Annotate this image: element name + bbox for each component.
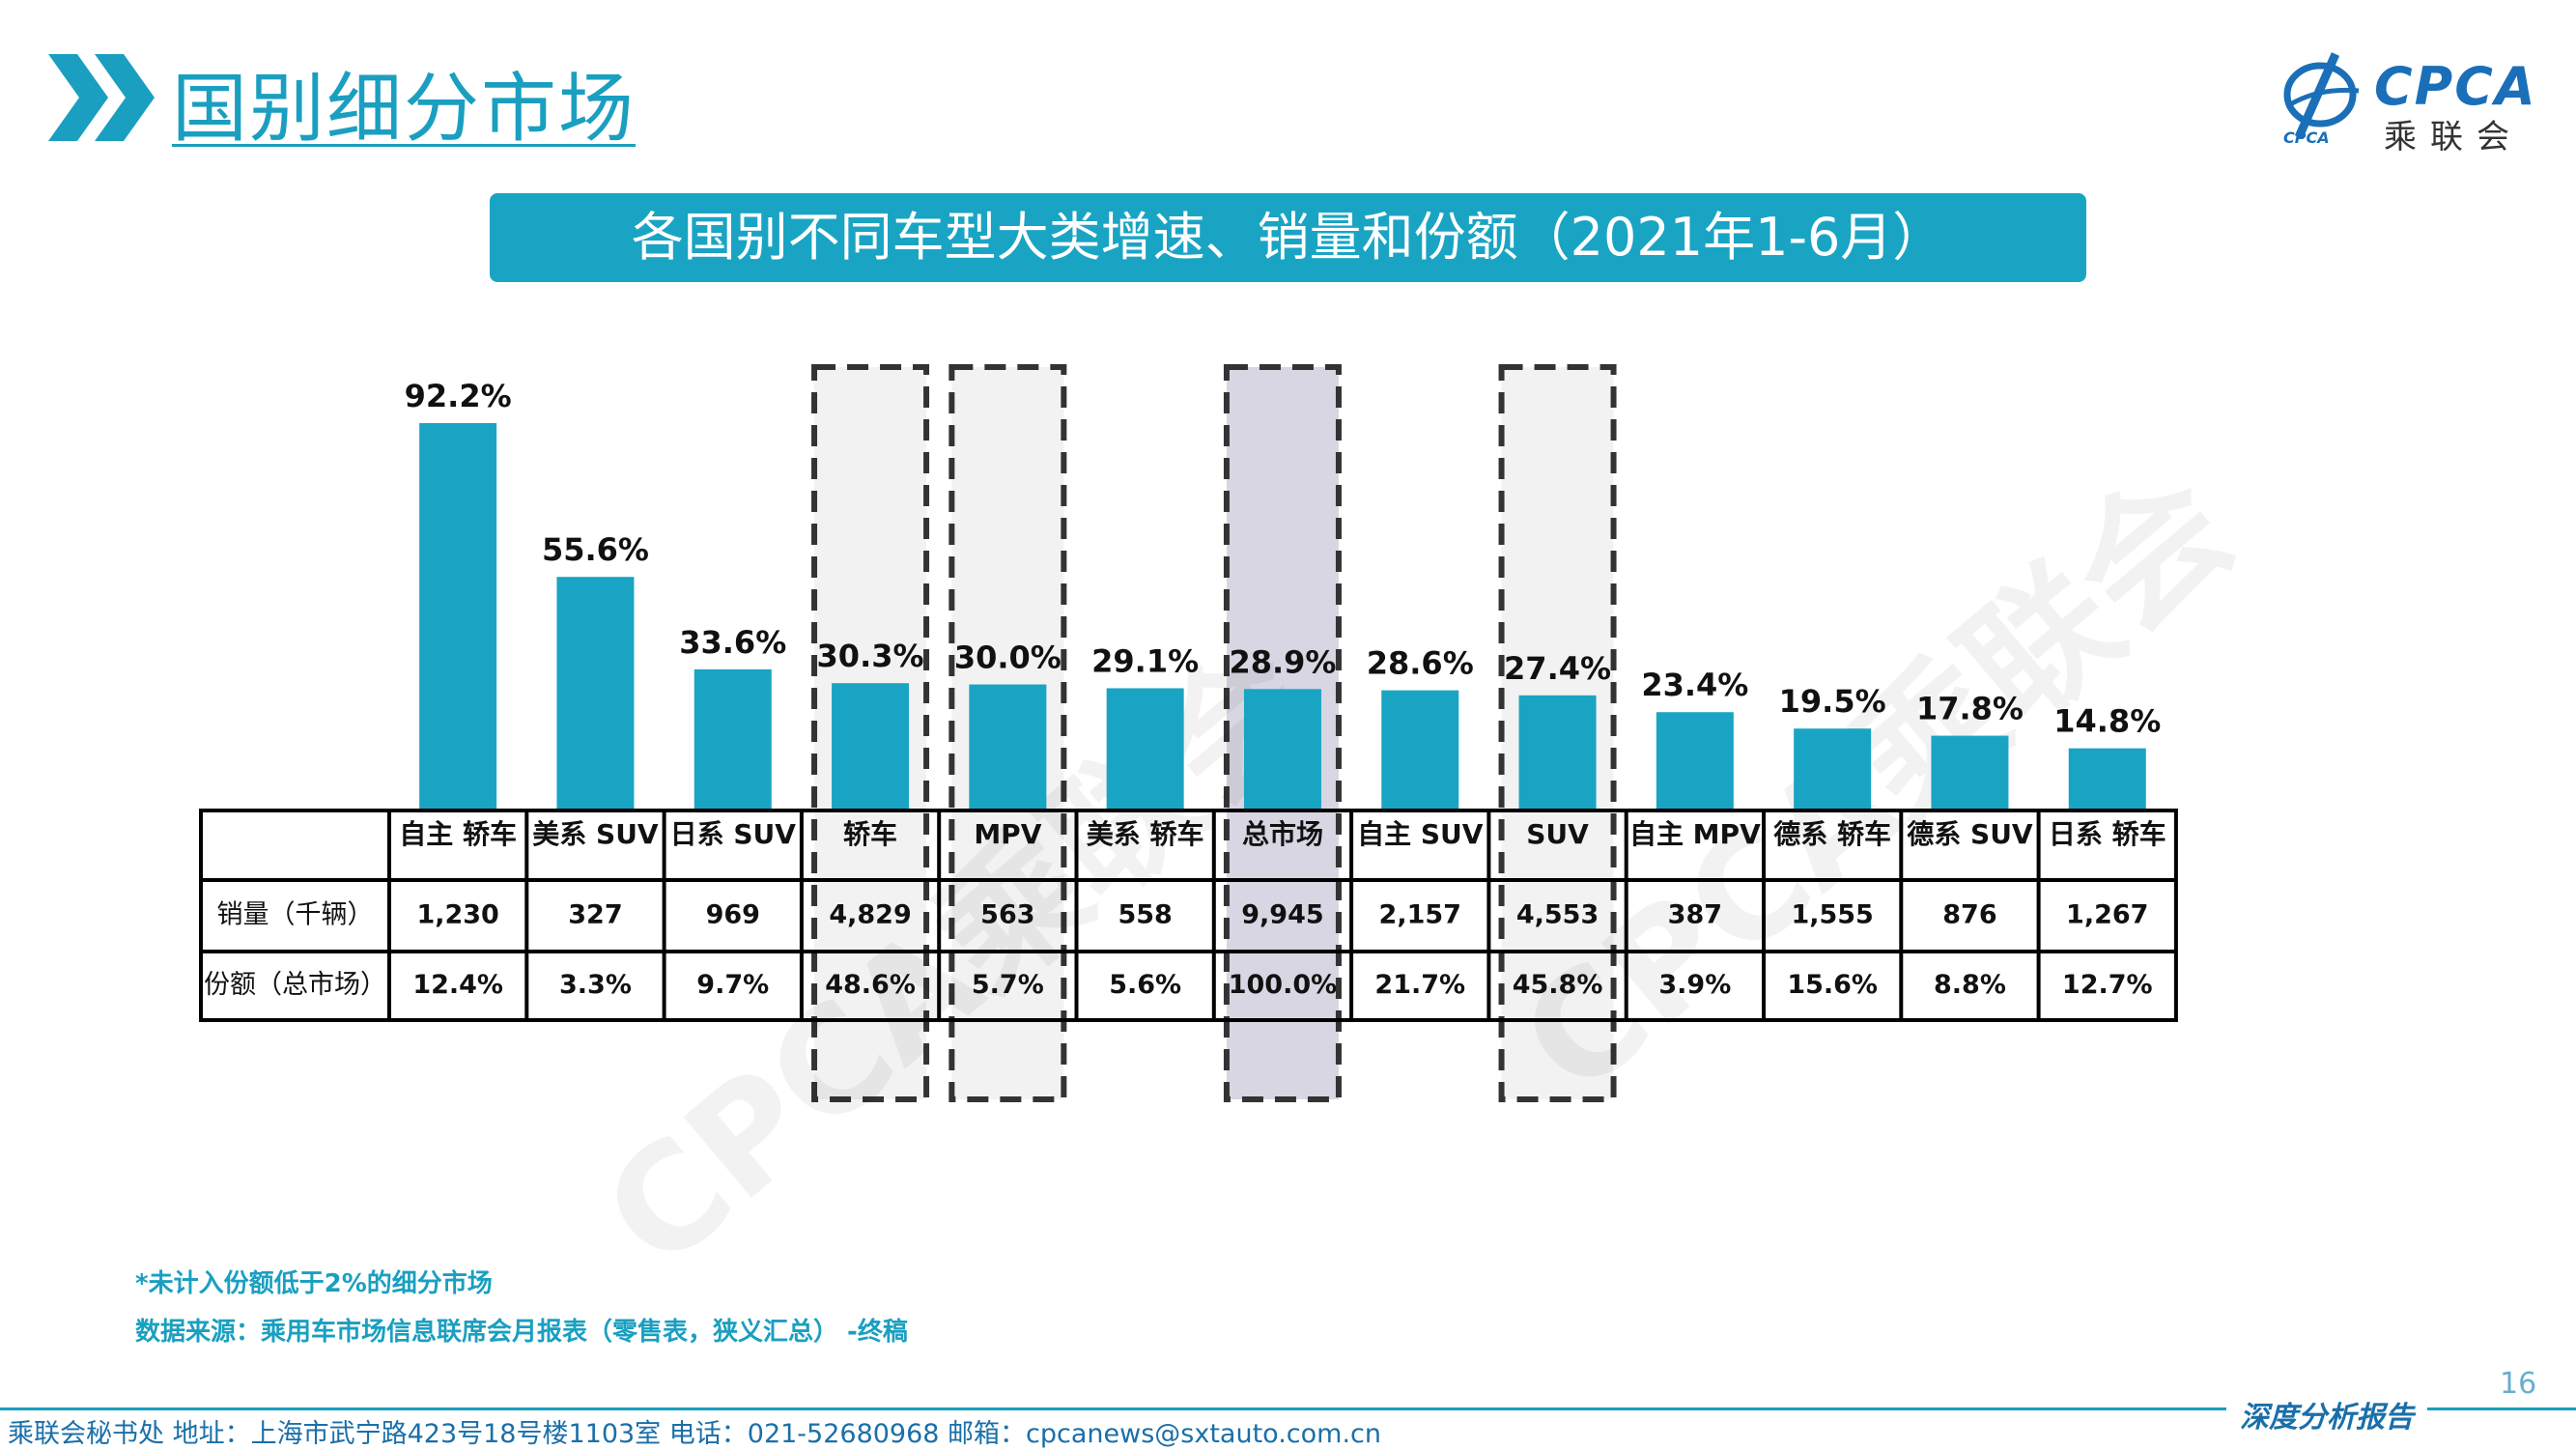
bar xyxy=(694,668,772,810)
category-label: 自主 MPV xyxy=(1629,818,1761,850)
category-label: 美系 SUV xyxy=(532,818,659,850)
bar xyxy=(419,423,497,810)
table-cell: 12.4% xyxy=(412,970,503,1000)
table-cell: 15.6% xyxy=(1787,970,1878,1000)
data-label: 14.8% xyxy=(2053,703,2161,740)
table-cell: 563 xyxy=(980,900,1034,930)
table-cell: 1,267 xyxy=(2066,900,2148,930)
table-cell: 21.7% xyxy=(1374,970,1465,1000)
category-label: 德系 SUV xyxy=(1907,818,2033,850)
table-row-label: 份额（总市场） xyxy=(204,970,386,1000)
bar xyxy=(1381,690,1459,810)
category-label: 自主 轿车 xyxy=(399,818,517,850)
table-cell: 4,829 xyxy=(829,900,911,930)
table-cell: 45.8% xyxy=(1513,970,1603,1000)
table-cell: 1,230 xyxy=(416,900,498,930)
bar xyxy=(1106,688,1184,810)
data-label: 23.4% xyxy=(1641,667,1748,703)
table-cell: 876 xyxy=(1942,900,1996,930)
header-chevron-icon xyxy=(48,54,155,141)
category-label: 总市场 xyxy=(1242,818,1323,850)
footer-contact: 乘联会秘书处 地址：上海市武宁路423号18号楼1103室 电话：021-526… xyxy=(8,1419,1382,1449)
table-cell: 48.6% xyxy=(825,970,916,1000)
category-label: 自主 SUV xyxy=(1357,818,1484,850)
table-cell: 558 xyxy=(1118,900,1172,930)
page-number: 16 xyxy=(2500,1367,2537,1401)
bar xyxy=(1794,728,1872,810)
data-label: 28.6% xyxy=(1367,645,1474,682)
data-label: 92.2% xyxy=(405,378,512,414)
table-cell: 1,555 xyxy=(1791,900,1873,930)
table-cell: 9.7% xyxy=(696,970,769,1000)
table-cell: 8.8% xyxy=(1934,970,2006,1000)
bar xyxy=(969,684,1047,810)
table-cell: 387 xyxy=(1668,900,1722,930)
footer-divider xyxy=(0,1407,2576,1410)
data-label: 17.8% xyxy=(1916,691,2024,727)
bar xyxy=(556,577,635,810)
bar xyxy=(1243,689,1321,810)
table-cell: 100.0% xyxy=(1229,970,1337,1000)
logo-text: CPCA xyxy=(2374,56,2537,117)
data-label: 33.6% xyxy=(679,624,786,661)
category-label: 日系 轿车 xyxy=(2049,818,2166,850)
category-label: MPV xyxy=(974,818,1041,850)
table-cell: 3.9% xyxy=(1658,970,1731,1000)
table-cell: 5.6% xyxy=(1109,970,1181,1000)
logo-subtitle: 乘联会 xyxy=(2384,118,2523,156)
bar xyxy=(1656,712,1734,810)
logo-emblem-text: CPCA xyxy=(2283,128,2330,145)
data-label: 27.4% xyxy=(1504,650,1611,687)
table-cell: 12.7% xyxy=(2062,970,2153,1000)
data-label: 29.1% xyxy=(1091,642,1199,679)
report-tag: 深度分析报告 xyxy=(2226,1393,2427,1436)
footnote: *未计入份额低于2%的细分市场 xyxy=(135,1269,493,1298)
data-label: 28.9% xyxy=(1229,643,1336,680)
category-label: 轿车 xyxy=(843,818,897,850)
table-cell: 327 xyxy=(568,900,622,930)
data-label: 30.3% xyxy=(817,638,924,674)
table-cell: 9,945 xyxy=(1241,900,1323,930)
table-border xyxy=(199,809,2178,1022)
table-cell: 969 xyxy=(706,900,760,930)
cpca-logo: CPCA CPCA 乘联会 xyxy=(2279,48,2540,156)
data-label: 19.5% xyxy=(1779,683,1886,720)
data-label: 30.0% xyxy=(954,640,1062,676)
table-cell: 3.3% xyxy=(559,970,632,1000)
bar xyxy=(2068,748,2146,810)
category-label: 美系 轿车 xyxy=(1087,818,1204,850)
data-source: 数据来源：乘用车市场信息联席会月报表（零售表，狭义汇总） -终稿 xyxy=(135,1318,908,1347)
table-cell: 4,553 xyxy=(1516,900,1599,930)
logo-emblem-icon: CPCA xyxy=(2283,52,2360,145)
bar xyxy=(1931,735,2009,810)
chart-banner: 各国别不同车型大类增速、销量和份额（2021年1-6月） xyxy=(490,193,2086,282)
table-cell: 5.7% xyxy=(972,970,1044,1000)
page-title: 国别细分市场 xyxy=(172,66,637,153)
data-label: 55.6% xyxy=(542,531,649,568)
table-cell: 2,157 xyxy=(1379,900,1461,930)
category-label: 德系 轿车 xyxy=(1773,818,1891,850)
category-label: SUV xyxy=(1526,818,1589,850)
bar xyxy=(832,683,910,810)
category-label: 日系 SUV xyxy=(670,818,797,850)
table-row-label: 销量（千辆） xyxy=(217,900,374,930)
bar xyxy=(1518,695,1597,810)
